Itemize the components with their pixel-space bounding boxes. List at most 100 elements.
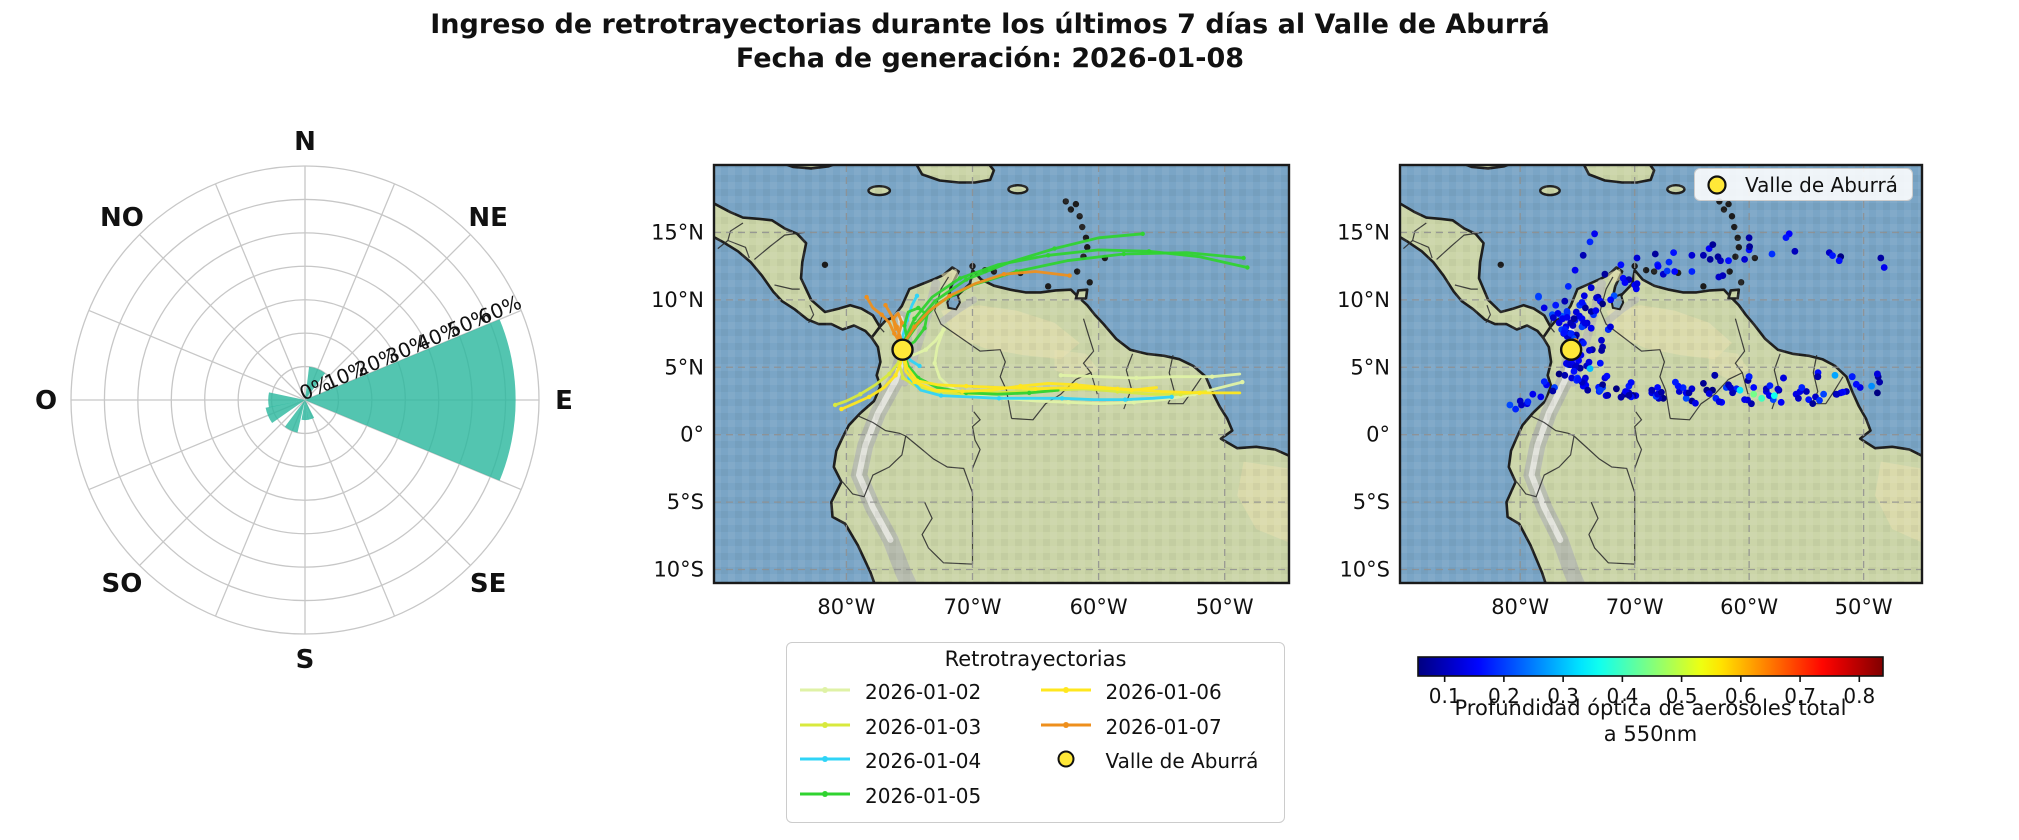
x-axis-tick-label: 80°W [1491,595,1549,619]
colorbar-tick-label: 0.4 [1606,684,1638,708]
colorbar-label-line-2: a 550nm [1604,722,1697,746]
windrose-grid-spoke [139,399,306,566]
y-axis-tick-label: 15°N [651,220,704,244]
x-axis-tick-label: 70°W [944,595,1002,619]
legend-entry-label: 2026-01-03 [865,714,982,739]
y-axis-tick-label: 10°N [1337,288,1390,312]
windrose-grid-spoke [304,399,471,566]
windrose-compass-label-ne: NE [468,203,508,233]
windrose-sector-sso [284,400,305,433]
y-axis-tick-label: 10°N [651,288,704,312]
x-axis-tick-label: 60°W [1070,595,1128,619]
windrose-grid-spoke [214,183,306,401]
legend-entry-station: Valle de Aburrá [1036,744,1277,779]
map-trajectories-panel: 80°W 70°W 60°W 50°W 15°N 10°N 5°N 0° 5°S 10°S [651,163,1291,619]
trajectory-line-sample [799,681,851,703]
windrose-sector-sse [305,400,315,420]
windrose-compass-label-s: S [296,645,315,675]
colorbar-label-line-1: Profundidad óptica de aerosoles total [1455,696,1847,720]
colorbar-tick-label: 0.7 [1784,684,1816,708]
y-axis-tick-label: 0° [680,423,704,447]
legend-entry-2026-01-04: 2026-01-04 [795,744,1036,779]
x-axis-tick-label: 60°W [1720,595,1778,619]
legend-entry-label: 2026-01-07 [1105,714,1222,739]
windrose-grid-spoke [88,309,306,401]
y-axis-tick-label: 0° [1366,423,1390,447]
windrose-grid-spoke [304,399,522,491]
colorbar-tick-label: 0.6 [1725,684,1757,708]
y-axis-tick-label: 15°N [1337,220,1390,244]
legend-entry-label: Valle de Aburrá [1105,749,1259,774]
station-marker-icon [1040,750,1092,772]
windrose-sector-nne [305,366,326,400]
x-axis-tick-label: 80°W [817,595,875,619]
windrose-compass-label-e: E [555,386,573,416]
legend-entry-label: 2026-01-02 [865,680,982,705]
trajectory-line-sample [799,785,851,807]
x-axis-tick-label: 70°W [1606,595,1664,619]
y-axis-tick-label: 10°S [1339,558,1390,582]
pixel-texture [1400,165,1922,583]
windrose-compass-label-o: O [35,386,57,416]
legend-entry-2026-01-06: 2026-01-06 [1036,675,1277,710]
trajectory-line-sample [1040,716,1092,738]
windrose-grid-spoke [304,309,522,401]
station-legend: Valle de Aburrá [1694,168,1913,201]
windrose-compass-label-no: NO [100,203,144,233]
map-frame [712,163,1291,585]
map-base-layer [714,165,1289,583]
legend-column-1: 2026-01-02 2026-01-03 2026-01-04 2026-01-05 [795,675,1036,813]
map-aod-panel: 80°W 70°W 60°W 50°W 15°N 10°N 5°N 0° 5°S 10°S [1337,163,1924,619]
legend-entry-label: 2026-01-04 [865,749,982,774]
windrose-grid-spoke [139,234,306,401]
windrose-sector-oso [265,400,305,423]
station-legend-label: Valle de Aburrá [1745,172,1898,197]
trajectory-line-sample [799,716,851,738]
legend-entry-2026-01-07: 2026-01-07 [1036,710,1277,745]
y-axis-tick-label: 5°N [664,355,704,379]
y-axis-tick-label: 5°S [1353,490,1390,514]
colorbar-tick-label: 0.8 [1843,684,1875,708]
windrose-compass-label-n: N [294,127,316,157]
colorbar-tick-label: 0.3 [1547,684,1579,708]
y-axis-tick-label: 10°S [653,558,704,582]
x-axis-tick-label: 50°W [1196,595,1254,619]
y-axis-tick-label: 5°N [1350,355,1390,379]
x-axis-tick-label: 50°W [1835,595,1893,619]
windrose-grid-spoke [304,183,396,401]
legend-entry-label: 2026-01-06 [1105,680,1222,705]
trajectories-legend-grid: 2026-01-02 2026-01-03 2026-01-04 2026-01-05… [795,675,1276,813]
legend-entry-label: 2026-01-05 [865,783,982,808]
colorbar-tick-label: 0.5 [1666,684,1698,708]
pixel-texture [714,165,1289,583]
windrose-grid-spoke [304,234,471,401]
windrose-compass-label-so: SO [101,569,142,599]
windrose-sector-o [268,392,305,408]
valle-de-aburra-marker [891,338,914,361]
map-base-layer [1400,165,1922,583]
windrose-compass-label-se: SE [470,569,507,599]
map-frame [1398,163,1924,585]
trajectories-legend: Retrotrayectorias 2026-01-02 2026-01-03 20… [786,642,1285,823]
windrose-grid-spoke [304,399,396,617]
windrose-sector-e [305,319,516,481]
windrose-sector-s [301,400,309,421]
y-axis-tick-label: 5°S [667,490,704,514]
legend-column-2: 2026-01-06 2026-01-07 Valle de Aburrá [1036,675,1277,813]
trajectory-line-sample [1040,681,1092,703]
windrose-grid-spoke [214,399,306,617]
legend-entry-2026-01-02: 2026-01-02 [795,675,1036,710]
trajectory-2026-01-06 [839,347,1242,412]
trajectories-legend-title: Retrotrayectorias [944,647,1127,671]
legend-entry-2026-01-03: 2026-01-03 [795,710,1036,745]
colorbar-tick-label: 0.1 [1429,684,1461,708]
valle-de-aburra-marker [1559,338,1583,361]
legend-entry-2026-01-05: 2026-01-05 [795,779,1036,814]
station-marker-icon [1707,174,1727,195]
colorbar-gradient [1417,656,1884,677]
colorbar-tick-label: 0.2 [1488,684,1520,708]
trajectory-line-sample [799,750,851,772]
